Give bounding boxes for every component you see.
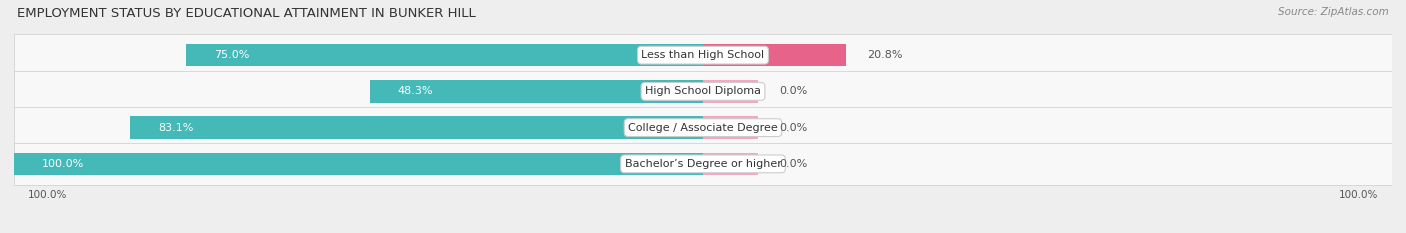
Text: Source: ZipAtlas.com: Source: ZipAtlas.com [1278, 7, 1389, 17]
Bar [14, 143, 1392, 185]
Bar [14, 71, 1392, 112]
Text: 0.0%: 0.0% [779, 86, 807, 96]
Text: Less than High School: Less than High School [641, 50, 765, 60]
Text: High School Diploma: High School Diploma [645, 86, 761, 96]
Bar [186, 44, 703, 66]
Text: Bachelor’s Degree or higher: Bachelor’s Degree or higher [624, 159, 782, 169]
Text: College / Associate Degree: College / Associate Degree [628, 123, 778, 133]
Text: 75.0%: 75.0% [214, 50, 249, 60]
Text: 83.1%: 83.1% [157, 123, 194, 133]
Bar [131, 116, 703, 139]
Bar [703, 80, 758, 103]
Bar [370, 80, 703, 103]
Bar [14, 34, 1392, 76]
Text: EMPLOYMENT STATUS BY EDUCATIONAL ATTAINMENT IN BUNKER HILL: EMPLOYMENT STATUS BY EDUCATIONAL ATTAINM… [17, 7, 475, 20]
Text: 0.0%: 0.0% [779, 159, 807, 169]
Bar [14, 107, 1392, 148]
Bar [14, 153, 703, 175]
Bar [703, 153, 758, 175]
Text: 100.0%: 100.0% [1339, 190, 1378, 200]
Text: 100.0%: 100.0% [28, 190, 67, 200]
Text: 100.0%: 100.0% [42, 159, 84, 169]
Text: 0.0%: 0.0% [779, 123, 807, 133]
Text: 20.8%: 20.8% [868, 50, 903, 60]
Text: 48.3%: 48.3% [398, 86, 433, 96]
Bar [703, 44, 846, 66]
Bar [703, 116, 758, 139]
